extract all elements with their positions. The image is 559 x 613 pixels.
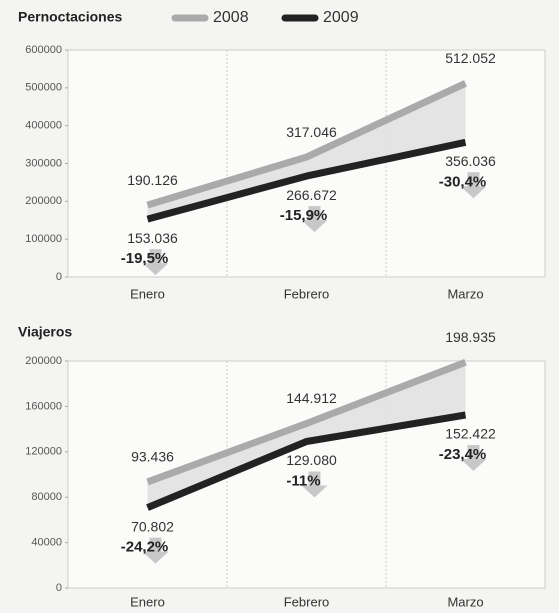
- x-tick-label: Enero: [130, 286, 165, 301]
- change-label: -15,9%: [280, 207, 328, 224]
- x-tick-label: Marzo: [447, 286, 483, 301]
- x-tick-label: Marzo: [447, 594, 483, 609]
- down-arrow: [142, 537, 169, 564]
- y-tick-label: 160000: [25, 400, 62, 412]
- change-label: -23,4%: [439, 446, 487, 463]
- chart-title: Viajeros: [18, 324, 72, 340]
- x-tick-label: Febrero: [284, 594, 330, 609]
- down-arrow: [301, 206, 328, 233]
- down-arrow: [460, 445, 487, 472]
- value-label: 144.912: [286, 390, 337, 406]
- series-line: [146, 80, 467, 209]
- y-tick-label: 400000: [25, 120, 62, 132]
- value-label: 317.046: [286, 124, 337, 140]
- y-tick-label: 100000: [25, 233, 62, 245]
- value-label: 512.052: [445, 50, 496, 66]
- y-tick-label: 500000: [25, 82, 62, 94]
- series-line: [146, 138, 467, 223]
- chart-title: Pernoctaciones: [18, 9, 122, 25]
- down-arrow: [460, 172, 487, 199]
- series-line: [146, 358, 467, 486]
- x-tick-label: Enero: [130, 594, 165, 609]
- y-tick-label: 300000: [25, 157, 62, 169]
- change-label: -11%: [286, 472, 320, 489]
- y-tick-label: 600000: [25, 44, 62, 56]
- down-arrow: [301, 471, 328, 498]
- legend-label: 2009: [323, 9, 359, 26]
- legend-label: 2008: [213, 9, 249, 26]
- y-tick-label: 40000: [31, 537, 62, 549]
- value-label: 190.126: [127, 172, 178, 188]
- value-label: 356.036: [445, 153, 496, 169]
- x-tick-label: Febrero: [284, 286, 330, 301]
- value-label: 70.802: [131, 518, 174, 534]
- value-label: 153.036: [127, 230, 178, 246]
- value-label: 152.422: [445, 426, 496, 442]
- difference-area: [147, 83, 466, 220]
- y-tick-label: 80000: [31, 491, 62, 503]
- y-tick-label: 200000: [25, 195, 62, 207]
- series-line: [146, 411, 467, 511]
- value-label: 93.436: [131, 449, 174, 465]
- y-tick-label: 0: [56, 271, 62, 283]
- value-label: 129.080: [286, 452, 337, 468]
- change-label: -19,5%: [121, 250, 169, 267]
- y-tick-label: 0: [56, 582, 62, 594]
- value-label: 198.935: [445, 329, 496, 345]
- y-tick-label: 120000: [25, 446, 62, 458]
- down-arrow: [142, 249, 169, 276]
- change-label: -30,4%: [439, 173, 487, 190]
- value-label: 266.672: [286, 187, 337, 203]
- y-tick-label: 200000: [25, 355, 62, 367]
- change-label: -24,2%: [121, 539, 169, 556]
